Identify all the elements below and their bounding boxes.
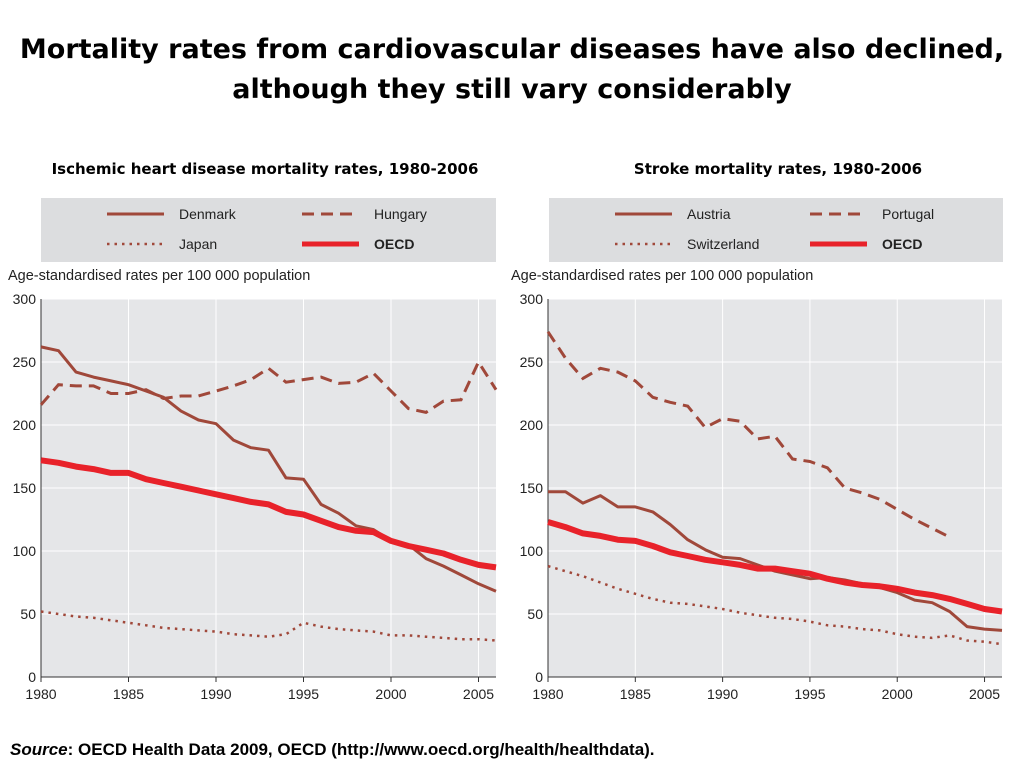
x-tick-label: 1995 [288,686,319,702]
y-tick-label: 0 [535,669,543,685]
y-tick-label: 50 [20,606,36,622]
y-tick-label: 100 [520,543,544,559]
series-line-japan [40,610,497,642]
ischemic-chart-title: Ischemic heart disease mortality rates, … [51,160,479,178]
x-tick-label: 2005 [969,686,1000,702]
legend-label-austria: Austria [687,206,731,222]
legend-label-japan: Japan [179,236,217,252]
x-tick-label: 2000 [882,686,913,702]
series-line-oecd [547,519,1003,615]
source-text: : OECD Health Data 2009, OECD (http://ww… [67,740,655,759]
legend-label-oecd: OECD [374,236,414,252]
legend-label-portugal: Portugal [882,206,934,222]
y-tick-label: 100 [13,543,37,559]
series-line-denmark [40,345,497,593]
source-label: Source [10,740,68,759]
stroke-mortality-chart: Austria Portugal Switzerland OECD Age-standa… [511,198,1003,702]
stroke-chart-title: Stroke mortality rates, 1980-2006 [633,160,923,178]
series-line-switzerland [547,564,1003,646]
slide-title-line-1: Mortality rates from cardiovascular dise… [19,34,1005,65]
y-tick-label: 150 [13,480,37,496]
series-line-portugal [546,330,951,539]
y-tick-label: 250 [13,354,37,370]
x-tick-label: 1980 [532,686,563,702]
y-axis-label: Age-standardised rates per 100 000 popul… [8,268,310,284]
x-tick-label: 1995 [794,686,825,702]
legend-label-hungary: Hungary [374,206,427,222]
y-tick-label: 0 [28,669,36,685]
y-axis-label: Age-standardised rates per 100 000 popul… [511,268,813,284]
y-tick-label: 200 [520,417,544,433]
ischemic-heart-disease-chart: Denmark Hungary Japan OECD Age-standardised … [8,198,498,702]
x-tick-label: 1985 [620,686,651,702]
y-tick-label: 300 [520,291,544,307]
y-tick-label: 150 [520,480,544,496]
series-line-oecd [40,457,497,571]
x-tick-label: 1980 [25,686,56,702]
source-note: Source: OECD Health Data 2009, OECD (htt… [10,740,655,760]
x-tick-label: 1990 [200,686,231,702]
legend-label-oecd: OECD [882,236,922,252]
legend-label-switzerland: Switzerland [687,236,759,252]
legend-box [41,198,496,262]
x-tick-label: 2005 [463,686,494,702]
legend-label-denmark: Denmark [179,206,237,222]
y-tick-label: 300 [13,291,37,307]
y-tick-label: 50 [527,606,543,622]
legend-box [549,198,1003,262]
series-line-hungary [39,358,498,414]
x-tick-label: 1990 [707,686,738,702]
x-tick-label: 1985 [113,686,144,702]
y-tick-label: 250 [520,354,544,370]
x-tick-label: 2000 [375,686,406,702]
slide-title: Mortality rates from cardiovascular dise… [0,30,1024,110]
slide-title-line-2: although they still vary considerably [232,74,792,105]
y-tick-label: 200 [13,417,37,433]
